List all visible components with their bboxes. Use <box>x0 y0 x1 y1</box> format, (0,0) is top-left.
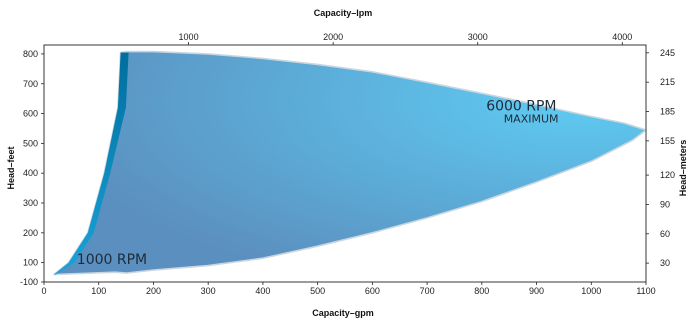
annotation-label: 1000 RPM <box>77 252 147 268</box>
axes: 0 100 200 300 400 500 600 700 800 900 1000 1100 1000… <box>20 32 675 296</box>
bottom-tick-label: 1100 <box>636 286 655 296</box>
left-tick-label: 700 <box>23 79 38 89</box>
bottom-tick-label: 300 <box>201 286 216 296</box>
left-tick-label: -100 <box>20 277 38 287</box>
left-tick-label: 600 <box>23 109 38 119</box>
bottom-tick-label: 600 <box>365 286 380 296</box>
right-tick-label: 245 <box>660 48 675 58</box>
left-tick-label: 500 <box>23 138 38 148</box>
left-tick-label: 400 <box>23 168 38 178</box>
top-tick-label: 2000 <box>323 32 343 42</box>
bottom-tick-label: 400 <box>255 286 270 296</box>
minimum-speed-edge <box>53 52 129 275</box>
left-tick-label: 800 <box>23 49 38 59</box>
bottom-tick-label: 200 <box>146 286 161 296</box>
annotation-label: MAXIMUM <box>504 113 559 126</box>
bottom-tick-label: 100 <box>91 286 106 296</box>
top-tick-label: 1000 <box>179 32 199 42</box>
right-tick-label: 185 <box>660 107 675 117</box>
plot-frame <box>43 44 647 283</box>
right-tick-label: 60 <box>660 229 670 239</box>
right-tick-label: 155 <box>660 136 675 146</box>
operating-envelope <box>53 50 647 276</box>
left-tick-label: 200 <box>23 228 38 238</box>
bottom-tick-label: 900 <box>529 286 544 296</box>
bottom-tick-label: 500 <box>310 286 325 296</box>
bottom-tick-label: 800 <box>474 286 489 296</box>
right-tick-label: 30 <box>660 258 670 268</box>
bottom-tick-label: 0 <box>41 286 46 296</box>
annotation-label: 6000 RPM <box>486 99 556 115</box>
right-tick-label: 215 <box>660 77 675 87</box>
bottom-tick-label: 700 <box>420 286 435 296</box>
right-axis-title: Head–meters <box>678 140 688 197</box>
top-tick-label: 3000 <box>468 32 488 42</box>
right-tick-label: 90 <box>660 199 670 209</box>
right-tick-label: 120 <box>660 170 675 180</box>
left-axis-title: Head–feet <box>6 146 16 189</box>
top-axis-title: Capacity–lpm <box>314 8 373 18</box>
top-tick-label: 4000 <box>612 32 632 42</box>
bottom-tick-label: 1000 <box>581 286 601 296</box>
left-tick-label: 100 <box>23 258 38 268</box>
left-tick-label: 300 <box>23 198 38 208</box>
bottom-axis-title: Capacity–gpm <box>312 308 374 318</box>
